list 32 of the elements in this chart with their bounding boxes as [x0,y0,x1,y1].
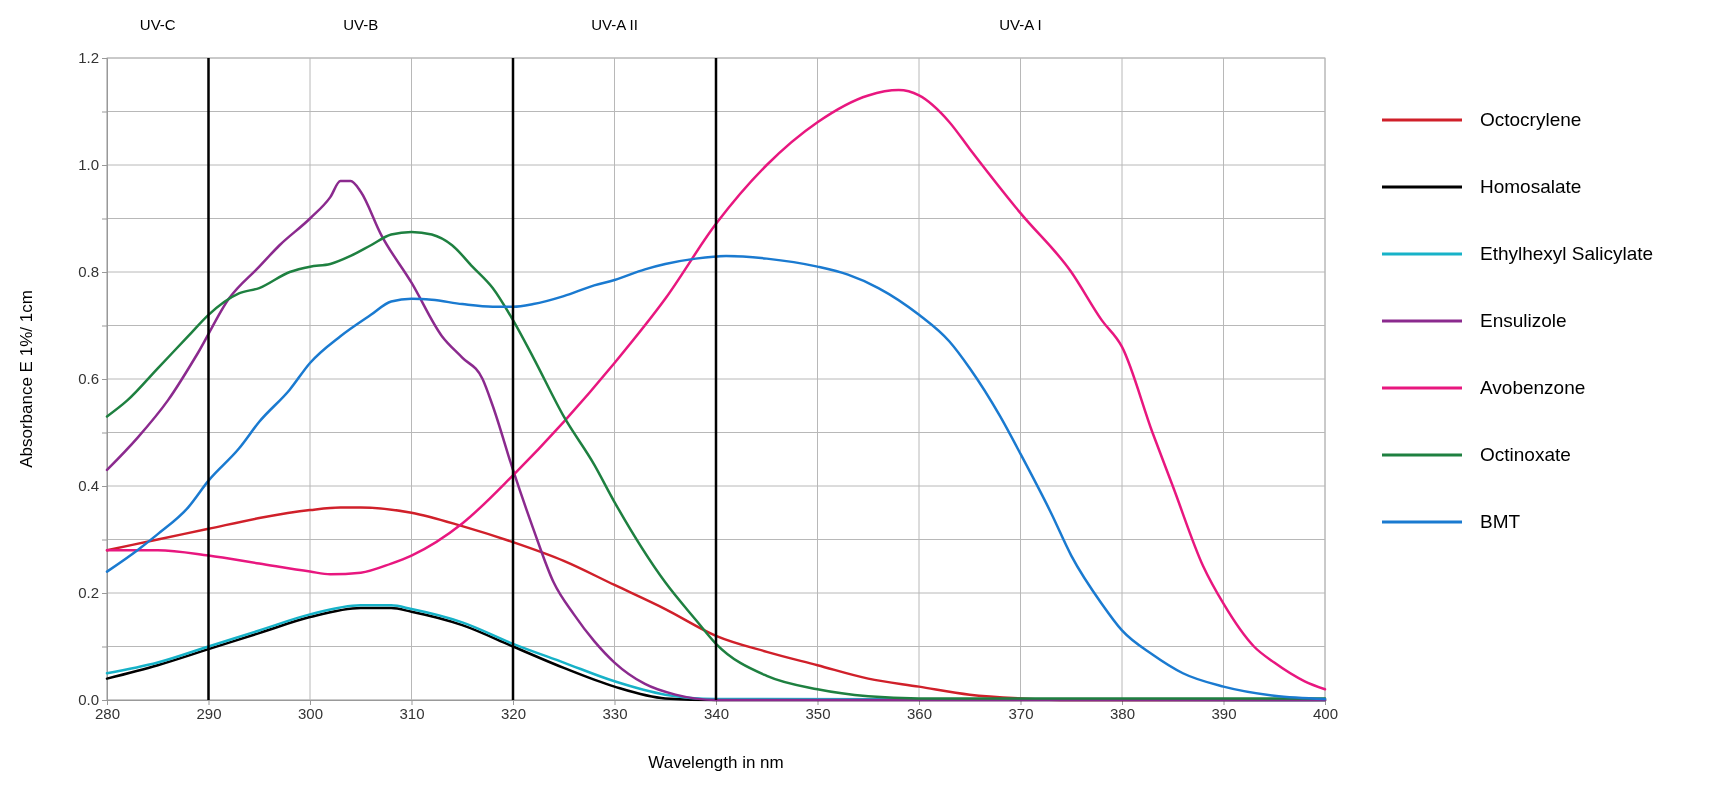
legend-label: BMT [1480,511,1521,532]
x-tick-label: 340 [703,704,730,722]
text: UV-B [343,16,379,33]
x-tick-label: 300 [297,704,324,722]
text: UV-A II [591,16,638,33]
y-tick-label: 1.0 [78,156,99,174]
y-tick-label: 0.2 [78,584,99,602]
text: UV-C [139,16,176,33]
legend-label: Homosalate [1480,176,1582,197]
y-tick-label: 0.8 [78,263,99,281]
x-tick-label: 370 [1008,704,1034,722]
x-tick-label: 400 [1312,704,1339,722]
y-axis-title: Absorbance E 1%/ 1cm [17,290,36,468]
x-tick-label: 320 [500,704,527,722]
x-tick-label: 360 [906,704,933,722]
x-tick-label: 350 [805,704,831,722]
x-tick-label: 390 [1211,704,1237,722]
legend-label: Octinoxate [1480,444,1571,465]
line-series [105,88,1327,691]
legend-label: Octocrylene [1480,109,1582,130]
text: UV-A I [999,16,1042,33]
y-tick-label: 0.6 [78,370,99,388]
legend-label: Ensulizole [1480,310,1567,331]
x-tick-label: 380 [1109,704,1136,722]
x-tick-label: 290 [196,704,222,722]
y-tick-label: 0.4 [78,477,99,495]
y-tick-label: 1.2 [78,49,99,67]
x-tick-label: 330 [602,704,628,722]
x-axis-title: Wavelength in nm [648,753,784,772]
legend-label: Avobenzone [1480,377,1586,398]
x-tick-label: 310 [399,704,425,722]
legend-label: Ethylhexyl Salicylate [1480,243,1654,264]
